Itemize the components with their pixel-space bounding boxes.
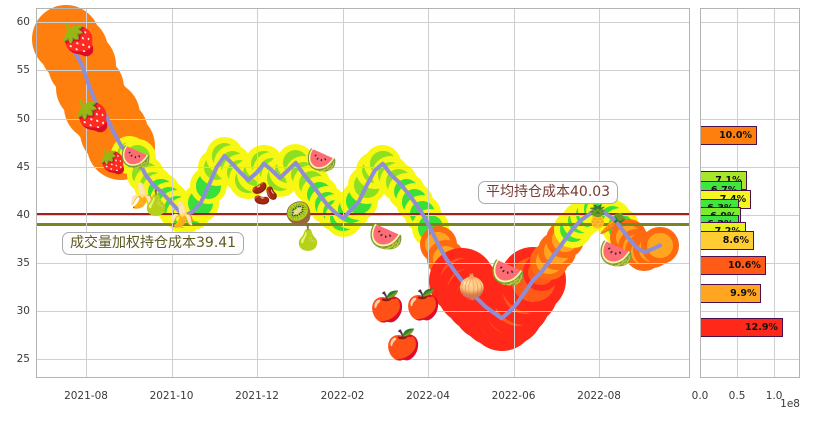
volume-bar-label: 10.0% <box>719 130 753 142</box>
price-y-tick: 35 <box>16 256 30 269</box>
volume-x-tick: 0.5 <box>728 390 746 402</box>
volume-x-tick: 0.0 <box>691 390 709 402</box>
volume-plot-frame <box>700 8 800 378</box>
kiwi-icon: 🥝 <box>285 202 313 227</box>
gridline-horizontal <box>36 70 690 72</box>
banana-icon: 🍌 <box>167 201 197 229</box>
gridline-horizontal <box>36 262 690 264</box>
weighted-avg-cost-reference-line <box>36 222 690 226</box>
apple-icon: 🍎 <box>384 327 422 362</box>
volume-bar[interactable]: 10.6% <box>700 256 766 276</box>
gridline-horizontal <box>36 118 690 120</box>
gridline-vertical <box>171 8 173 378</box>
gridline-horizontal <box>36 358 690 360</box>
gridline-horizontal <box>700 358 800 360</box>
price-x-tick: 2022-02 <box>320 390 365 402</box>
gridline-horizontal <box>36 22 690 24</box>
strawberry-icon: 🍓 <box>98 149 128 176</box>
watermelon-icon: 🍉 <box>120 142 152 172</box>
price-line <box>64 36 662 321</box>
gridline-vertical <box>86 8 87 378</box>
price-x-tick: 2021-08 <box>64 390 108 402</box>
volume-bar[interactable]: 9.9% <box>700 283 762 303</box>
volume-profile-panel: 10.0%7.1%6.7%7.4%6.3%6.9%6.2%7.2%8.6%10.… <box>692 8 800 402</box>
gridline-horizontal <box>700 310 800 312</box>
price-y-tick: 55 <box>16 64 30 77</box>
price-x-tick: 2022-06 <box>491 390 536 402</box>
gridline-horizontal <box>700 70 800 72</box>
volume-bar-label: 12.9% <box>744 321 778 333</box>
gridline-vertical <box>774 8 776 378</box>
price-y-tick: 25 <box>16 352 30 365</box>
gridline-horizontal <box>700 118 800 120</box>
volume-axis-exponent: 1e8 <box>780 398 800 410</box>
price-x-tick: 2022-08 <box>577 390 621 402</box>
onion-icon: 🧅 <box>457 273 487 301</box>
volume-x-tick: 1.0 <box>765 390 783 402</box>
gridline-horizontal <box>36 310 690 312</box>
strawberry-icon: 🍓 <box>60 23 98 58</box>
price-x-tick: 2021-12 <box>235 390 279 402</box>
volume-bar-label: 7.1% <box>715 174 742 186</box>
price-y-tick: 50 <box>16 112 30 125</box>
gridline-horizontal <box>700 22 800 24</box>
volume-bar-label: 9.9% <box>730 287 757 299</box>
gridline-vertical <box>257 8 258 378</box>
watermelon-icon: 🍉 <box>490 256 526 289</box>
price-y-tick: 60 <box>16 16 30 29</box>
price-y-tick: 30 <box>16 304 30 317</box>
gridline-horizontal <box>700 214 800 216</box>
price-x-tick: 2021-10 <box>149 390 194 402</box>
gridline-horizontal <box>700 166 800 168</box>
watermelon-icon: 🍉 <box>598 237 634 270</box>
watermelon-icon: 🍉 <box>306 145 338 175</box>
price-y-tick: 40 <box>16 208 30 221</box>
gridline-horizontal <box>36 214 690 216</box>
price-plot-frame <box>36 8 690 378</box>
apple-icon: 🍎 <box>368 289 406 324</box>
price-x-tick: 2022-04 <box>406 390 450 402</box>
pear-icon: 🍐 <box>141 189 171 217</box>
gridline-vertical <box>428 8 429 378</box>
gridline-vertical <box>342 8 344 378</box>
pineapple-icon: 🍍 <box>584 205 612 230</box>
pear-icon: 🍐 <box>293 224 323 252</box>
volume-bar-label: 7.4% <box>720 194 750 205</box>
apple-icon: 🍎 <box>404 287 442 322</box>
price-panel: 25 30 35 40 45 50 55 60 2021-08 2021-10 2021-12 20… <box>17 4 690 402</box>
avg-cost-annotation: 平均持仓成本40.03 <box>478 181 619 205</box>
banana-icon: 🍌 <box>127 182 157 210</box>
carrot-icon: 🥕 <box>599 212 627 237</box>
watermelon-icon: 🍉 <box>368 220 404 253</box>
volume-bar-label: 8.6% <box>722 235 750 247</box>
volume-bar-label: 10.6% <box>727 260 761 272</box>
strawberry-icon: 🍓 <box>74 99 112 134</box>
price-y-tick: 45 <box>16 160 30 173</box>
pea-pod-icon: 🫘 <box>251 182 279 207</box>
volume-bar[interactable]: 12.9% <box>700 317 783 337</box>
gridline-horizontal <box>36 166 690 168</box>
weighted-avg-cost-annotation: 成交量加权持仓成本39.41 <box>62 232 245 256</box>
avg-cost-reference-line <box>36 212 690 216</box>
